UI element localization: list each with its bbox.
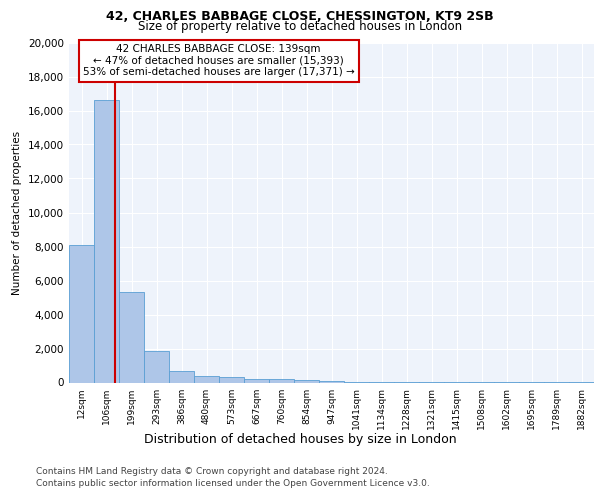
Bar <box>144 351 169 382</box>
Bar <box>119 292 144 382</box>
Text: Contains public sector information licensed under the Open Government Licence v3: Contains public sector information licen… <box>36 479 430 488</box>
Text: Distribution of detached houses by size in London: Distribution of detached houses by size … <box>143 432 457 446</box>
Bar <box>94 100 119 382</box>
Bar <box>69 245 94 382</box>
Bar <box>219 378 244 382</box>
Bar <box>194 376 219 382</box>
Bar <box>294 380 319 382</box>
Bar <box>319 381 344 382</box>
Bar <box>269 379 294 382</box>
Text: 42, CHARLES BABBAGE CLOSE, CHESSINGTON, KT9 2SB: 42, CHARLES BABBAGE CLOSE, CHESSINGTON, … <box>106 10 494 23</box>
Bar <box>169 370 194 382</box>
Text: Size of property relative to detached houses in London: Size of property relative to detached ho… <box>138 20 462 33</box>
Bar <box>244 378 269 382</box>
Y-axis label: Number of detached properties: Number of detached properties <box>13 130 22 294</box>
Text: Contains HM Land Registry data © Crown copyright and database right 2024.: Contains HM Land Registry data © Crown c… <box>36 468 388 476</box>
Text: 42 CHARLES BABBAGE CLOSE: 139sqm
← 47% of detached houses are smaller (15,393)
5: 42 CHARLES BABBAGE CLOSE: 139sqm ← 47% o… <box>83 44 355 78</box>
